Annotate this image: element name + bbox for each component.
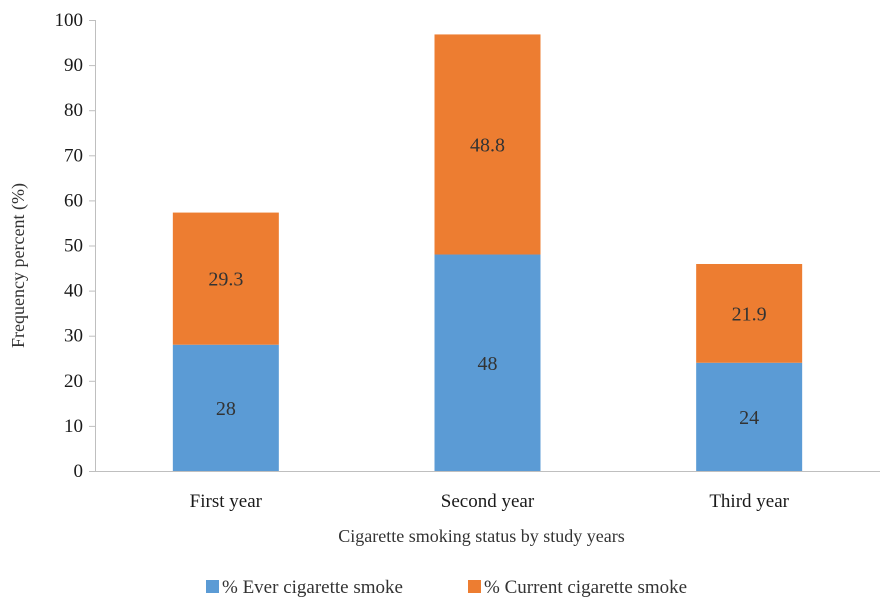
legend: % Ever cigarette smoke % Current cigarett… [206,577,687,598]
legend-label: % Current cigarette smoke [484,577,687,598]
data-label: 28 [216,398,236,420]
x-axis-title: Cigarette smoking status by study years [338,526,624,546]
x-tick-label: Third year [709,491,789,512]
y-tick-label: 100 [55,10,84,31]
y-tick-label: 90 [64,55,83,76]
legend-swatch [468,580,481,593]
x-axis-categories: First year Second year Third year [190,491,790,512]
bar-segment-current [696,263,803,363]
x-tick-label: Second year [441,491,535,512]
bar-segment-current [434,34,541,255]
bar-segment-ever [696,362,803,471]
y-tick-label: 10 [64,416,83,437]
data-label: 48 [478,353,498,375]
y-tick-label: 50 [64,236,83,257]
legend-swatch [206,580,219,593]
y-tick-label: 60 [64,190,83,211]
y-axis-title: Frequency percent (%) [8,183,29,348]
data-label: 21.9 [732,303,767,325]
data-label: 29.3 [208,269,243,291]
bars [172,34,803,471]
y-tick-label: 70 [64,145,83,166]
bar-segment-current [172,212,279,345]
y-tick-label: 20 [64,371,83,392]
bar-segment-ever [172,344,279,471]
x-tick-label: First year [190,491,263,512]
y-tick-label: 0 [74,461,84,482]
y-axis-ticks: 0 10 20 30 40 50 60 70 80 90 100 [55,10,95,482]
data-label: 48.8 [470,134,505,156]
y-tick-label: 80 [64,100,83,121]
legend-label: % Ever cigarette smoke [222,577,403,598]
y-tick-label: 30 [64,326,83,347]
y-tick-label: 40 [64,281,83,302]
data-labels: 28 29.3 48 48.8 24 21.9 [208,134,766,428]
data-label: 24 [739,407,759,429]
bar-segment-ever [434,254,541,471]
